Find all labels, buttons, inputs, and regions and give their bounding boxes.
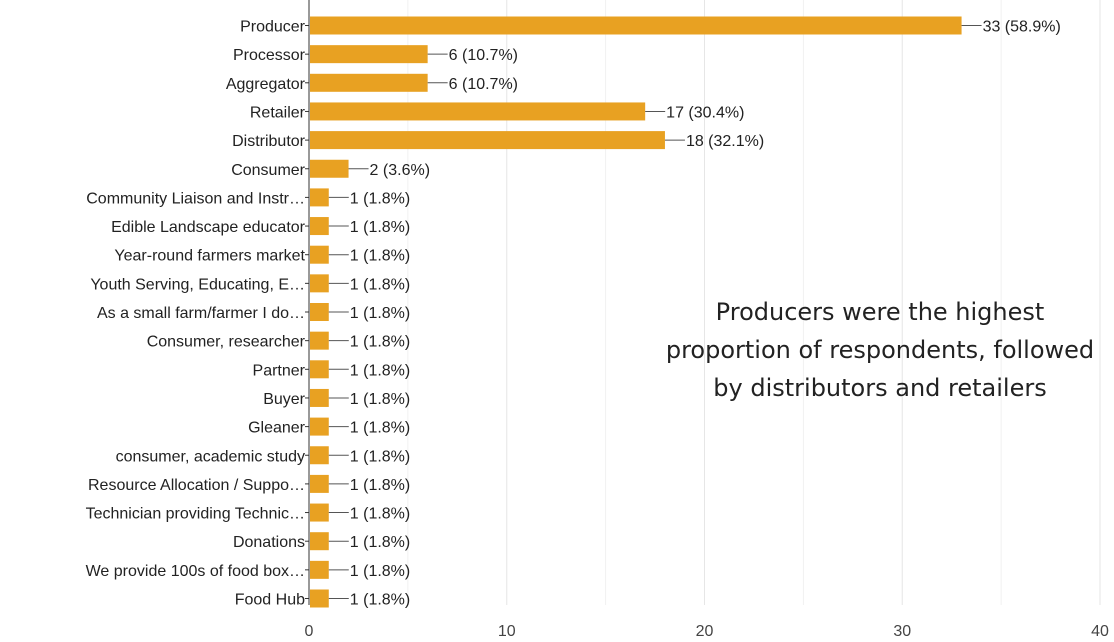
category-label: Community Liaison and Instr… <box>86 190 305 207</box>
value-label: 1 (1.8%) <box>350 534 410 551</box>
value-label: 1 (1.8%) <box>350 190 410 207</box>
category-label: Technician providing Technic… <box>86 506 305 523</box>
bar <box>310 503 329 522</box>
bar <box>310 388 329 407</box>
x-tick-label: 0 <box>305 623 314 640</box>
value-label: 1 (1.8%) <box>350 334 410 351</box>
category-label: Food Hub <box>235 592 305 609</box>
category-label: Year-round farmers market <box>114 248 305 265</box>
category-label: Donations <box>233 534 305 551</box>
category-label: Gleaner <box>248 420 306 437</box>
value-label: 1 (1.8%) <box>350 506 410 523</box>
value-label: 6 (10.7%) <box>449 47 518 64</box>
bar <box>310 560 329 579</box>
x-tick-label: 10 <box>498 623 516 640</box>
category-label: Aggregator <box>226 76 306 93</box>
bar <box>310 217 329 236</box>
bar <box>310 188 329 207</box>
value-label: 1 (1.8%) <box>350 563 410 580</box>
value-label: 1 (1.8%) <box>350 477 410 494</box>
value-label: 1 (1.8%) <box>350 420 410 437</box>
bar <box>310 360 329 379</box>
bar <box>310 331 329 350</box>
category-label: consumer, academic study <box>116 448 305 465</box>
category-label: Distributor <box>232 133 306 150</box>
bar <box>310 446 329 465</box>
value-label: 1 (1.8%) <box>350 362 410 379</box>
value-label: 1 (1.8%) <box>350 391 410 408</box>
bar <box>310 303 329 321</box>
value-label: 1 (1.8%) <box>350 219 410 236</box>
category-label: We provide 100s of food box… <box>86 563 305 580</box>
category-label: Producer <box>240 19 306 36</box>
bar <box>310 102 646 121</box>
value-label: 1 (1.8%) <box>350 276 410 293</box>
x-tick-label: 30 <box>893 623 911 640</box>
bar <box>310 474 329 493</box>
value-label: 2 (3.6%) <box>370 162 430 179</box>
bar <box>310 532 329 551</box>
bar <box>310 245 329 264</box>
category-label: Resource Allocation / Suppo… <box>88 477 305 494</box>
category-label: Edible Landscape educator <box>111 219 306 236</box>
value-label: 1 (1.8%) <box>350 592 410 609</box>
bar <box>310 159 349 178</box>
x-tick-label: 40 <box>1091 623 1109 640</box>
bar <box>310 274 329 293</box>
category-label: Processor <box>233 47 306 64</box>
bar <box>310 417 329 436</box>
category-label: Buyer <box>263 391 305 408</box>
category-label: As a small farm/farmer I do… <box>97 305 305 322</box>
bar <box>310 131 665 150</box>
category-label: Partner <box>253 362 306 379</box>
category-label: Consumer <box>231 162 305 179</box>
value-label: 6 (10.7%) <box>449 76 518 93</box>
value-label: 1 (1.8%) <box>350 305 410 322</box>
category-label: Retailer <box>250 104 306 121</box>
bar <box>310 589 329 608</box>
bar <box>310 73 428 92</box>
bar <box>310 16 962 35</box>
value-label: 1 (1.8%) <box>350 248 410 265</box>
value-label: 33 (58.9%) <box>983 19 1061 36</box>
category-label: Consumer, researcher <box>147 334 306 351</box>
value-label: 17 (30.4%) <box>666 104 744 121</box>
chart-annotation: Producers were the highest proportion of… <box>665 298 1095 402</box>
bar <box>310 45 428 64</box>
category-label: Youth Serving, Educating, E… <box>90 276 305 293</box>
x-tick-label: 20 <box>696 623 714 640</box>
value-label: 1 (1.8%) <box>350 448 410 465</box>
value-label: 18 (32.1%) <box>686 133 764 150</box>
